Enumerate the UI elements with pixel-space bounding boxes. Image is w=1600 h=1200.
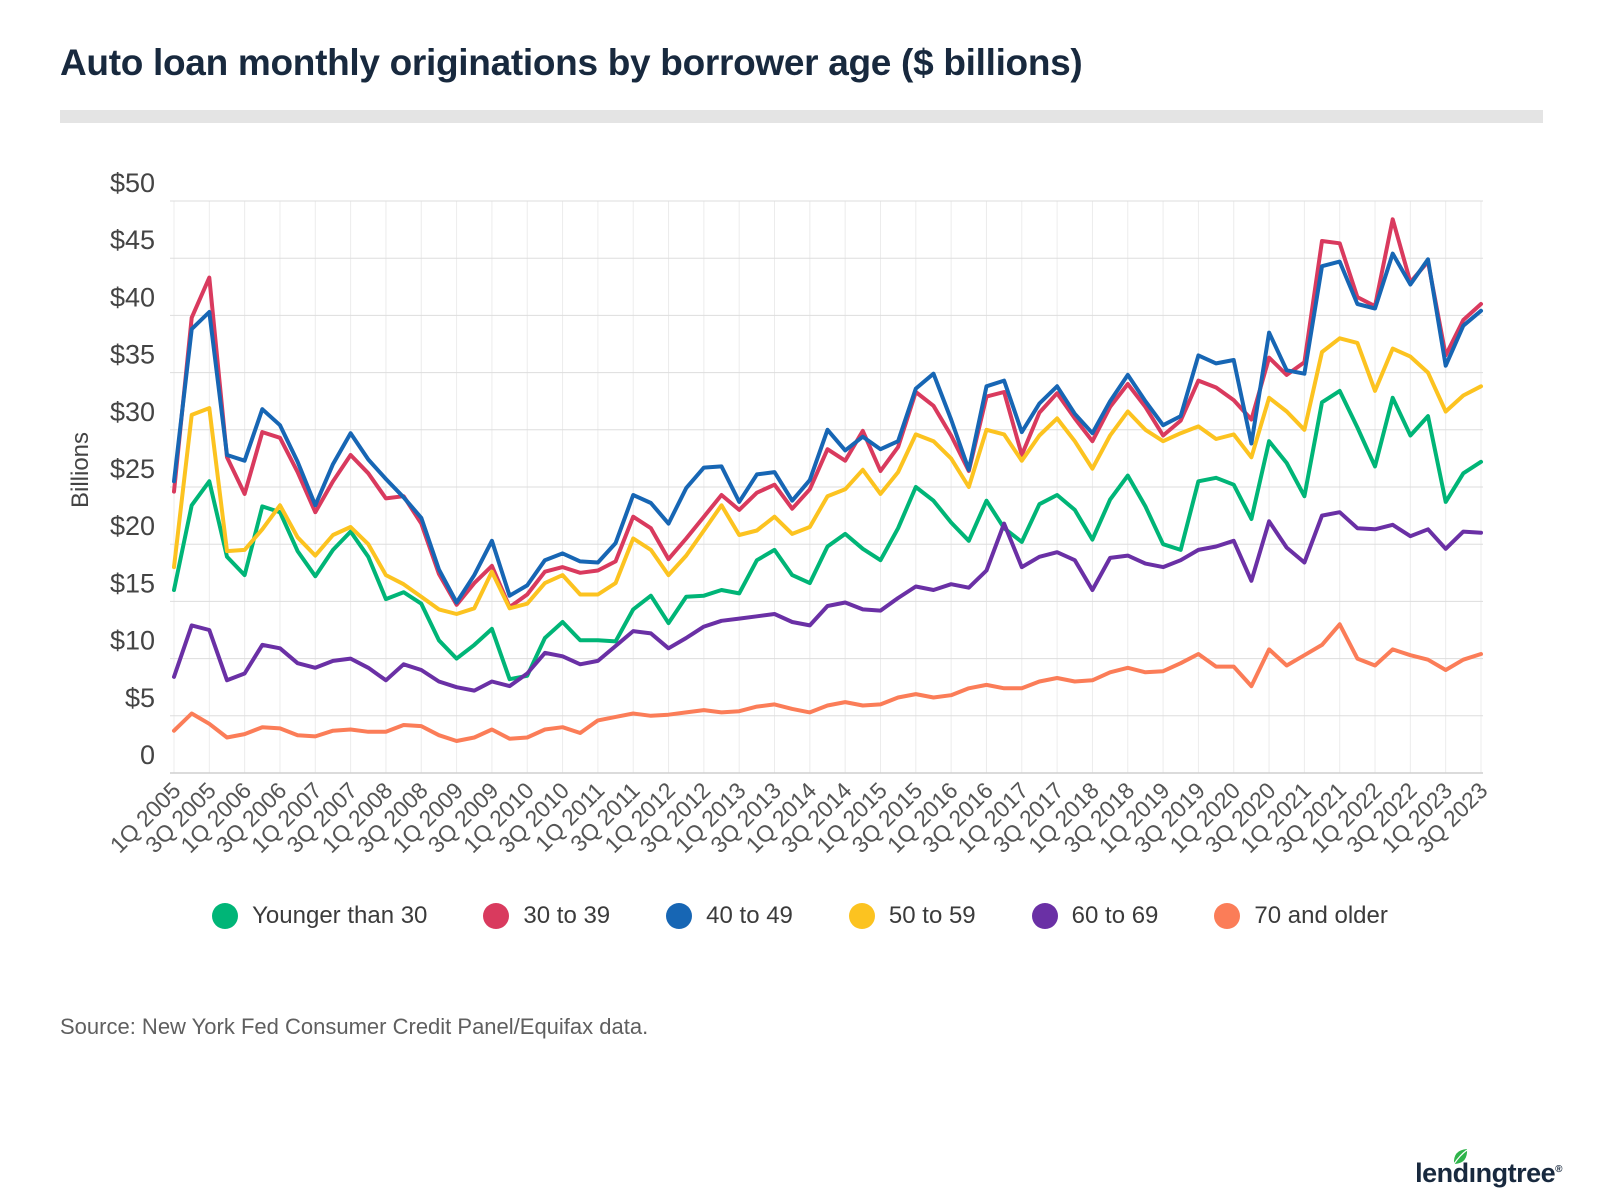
y-tick-label: $45 (110, 225, 155, 255)
chart-legend: Younger than 30 30 to 39 40 to 49 50 to 59 6… (0, 902, 1600, 930)
y-tick-label: $40 (110, 282, 155, 312)
page-title: Auto loan monthly originations by borrow… (60, 42, 1083, 83)
y-tick-label: $5 (125, 683, 155, 713)
series-line-40-to-49 (172, 251, 1483, 605)
logo-text: lendıngtree® (1415, 1158, 1562, 1188)
y-axis-title: Billions (67, 432, 94, 508)
legend-item-40-to-49: 40 to 49 (666, 902, 793, 930)
series-line-50-to-59 (172, 336, 1483, 616)
legend-dot (1214, 903, 1241, 929)
y-tick-label: $15 (110, 568, 155, 598)
y-tick-label: $50 (110, 168, 155, 198)
leaf-icon (1453, 1149, 1468, 1165)
legend-label: 40 to 49 (706, 902, 793, 929)
lendingtree-logo: lendıngtree® (1372, 1146, 1572, 1190)
legend-item-60-to-69: 60 to 69 (1031, 902, 1159, 930)
y-tick-label: $20 (110, 511, 155, 541)
series-line-60-to-69 (172, 510, 1483, 693)
legend-label: 50 to 59 (888, 902, 976, 929)
legend-label: 60 to 69 (1071, 902, 1159, 929)
legend-dot (483, 903, 510, 929)
y-tick-label: $30 (110, 397, 155, 427)
legend-label: 70 and older (1254, 902, 1388, 929)
series-line-70-and-older (172, 622, 1483, 743)
source-note: Source: New York Fed Consumer Credit Pan… (60, 1014, 649, 1039)
y-tick-label: $25 (110, 454, 155, 484)
y-tick-label: $35 (110, 340, 155, 370)
series-line-younger-than-30 (172, 388, 1483, 682)
y-tick-label: 0 (140, 740, 155, 770)
legend-label: 30 to 39 (523, 902, 611, 929)
legend-item-younger-than-30: Younger than 30 (212, 902, 427, 930)
y-tick-label: $10 (110, 626, 155, 656)
legend-dot (212, 903, 239, 929)
title-divider (60, 110, 1543, 123)
legend-dot (666, 903, 693, 929)
legend-item-30-to-39: 30 to 39 (483, 902, 610, 930)
legend-dot (848, 903, 875, 929)
legend-dot (1031, 903, 1058, 929)
legend-item-70-and-older: 70 and older (1214, 902, 1388, 930)
legend-label: Younger than 30 (252, 902, 428, 929)
legend-item-50-to-59: 50 to 59 (848, 902, 976, 930)
